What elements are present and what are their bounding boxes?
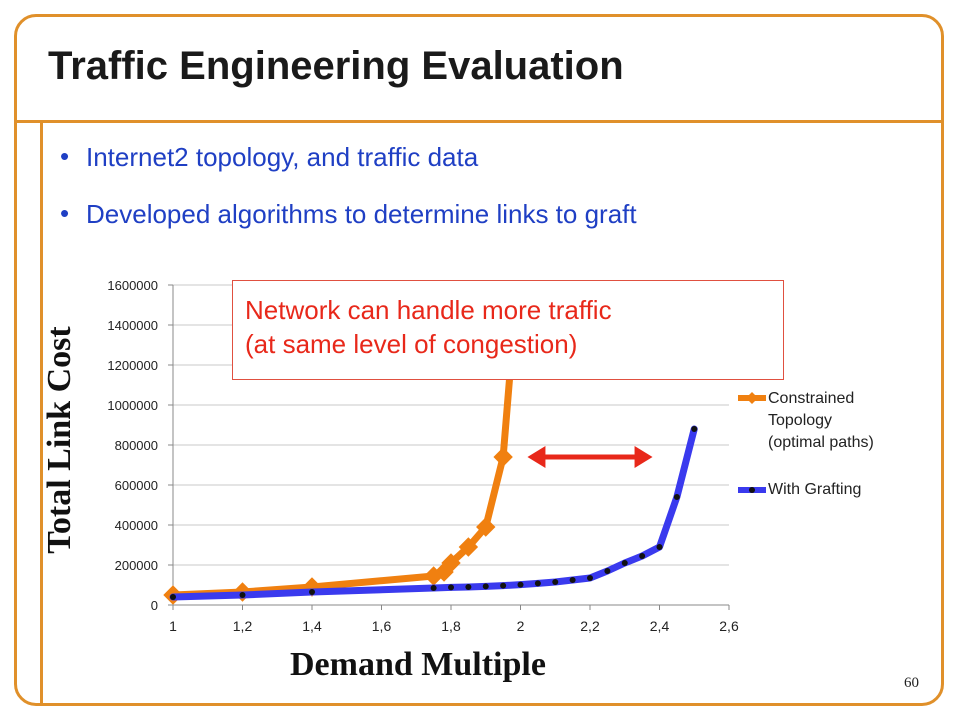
- legend-label-grafting: With Grafting: [768, 479, 861, 501]
- legend-swatch-marker: [746, 392, 758, 404]
- data-point-diamond: [476, 517, 496, 537]
- data-point-dot: [569, 577, 576, 583]
- arrow-head-right: [634, 446, 653, 468]
- data-point-dot: [170, 594, 176, 600]
- y-tick-label: 0: [151, 598, 158, 613]
- chart-legend: [738, 392, 766, 493]
- callout-box: Network can handle more traffic (at same…: [232, 280, 784, 380]
- bullet-text: Developed algorithms to determine links …: [86, 199, 637, 229]
- data-point-dot: [534, 580, 541, 587]
- data-point-dot: [517, 581, 524, 588]
- data-point-dot: [465, 584, 472, 590]
- data-point-dot: [587, 575, 593, 581]
- data-point-dot: [430, 585, 437, 591]
- x-tick-label: 2,6: [719, 618, 739, 634]
- chart-series: [163, 236, 698, 605]
- callout-line: Network can handle more traffic: [245, 295, 612, 325]
- data-point-dot: [500, 582, 507, 589]
- y-tick-label: 600000: [115, 478, 158, 493]
- y-axis-label: Total Link Cost: [41, 326, 78, 554]
- bullet-item: • Developed algorithms to determine links…: [58, 198, 637, 230]
- bullet-item: • Internet2 topology, and traffic data: [58, 141, 637, 173]
- data-point-dot: [448, 584, 454, 591]
- y-tick-label: 1200000: [107, 358, 158, 373]
- page-number: 60: [904, 675, 919, 691]
- bullet-dot-icon: •: [60, 198, 70, 228]
- title-divider: [14, 120, 944, 123]
- y-tick-label: 1600000: [107, 278, 158, 293]
- legend-line: (optimal paths): [768, 434, 874, 451]
- x-axis-label: Demand Multiple: [290, 646, 546, 683]
- data-point-dot: [656, 544, 663, 550]
- left-divider: [40, 123, 43, 703]
- slide-frame: [14, 14, 944, 706]
- data-point-diamond: [493, 447, 513, 467]
- x-tick-label: 2: [517, 618, 525, 634]
- bullet-text: Internet2 topology, and traffic data: [86, 142, 479, 172]
- x-tick-label: 1,8: [441, 618, 461, 634]
- x-tick-label: 1,4: [302, 618, 322, 634]
- callout-line: (at same level of congestion): [245, 329, 578, 359]
- series-grafting: [169, 425, 698, 601]
- legend-label-constrained: Constrained Topology (optimal paths): [768, 388, 874, 454]
- data-point-dot: [482, 583, 489, 590]
- x-tick-label: 2,2: [580, 618, 600, 634]
- legend-line: With Grafting: [768, 481, 862, 498]
- y-tick-label: 400000: [115, 518, 158, 533]
- chart-axes: 0 200000 400000 600000 800000 1000000 1200000 1…: [107, 278, 739, 634]
- data-point-diamond: [458, 537, 479, 557]
- y-tick-label: 200000: [115, 558, 158, 573]
- arrow-head-left: [527, 446, 546, 468]
- legend-swatch-marker: [749, 487, 755, 493]
- x-tick-label: 2,4: [650, 618, 670, 634]
- data-point-diamond: [512, 236, 530, 254]
- x-tick-label: 1,2: [233, 618, 253, 634]
- data-point-dot: [552, 579, 559, 585]
- data-point-dot: [604, 568, 611, 574]
- legend-line: Topology: [768, 412, 833, 429]
- data-point-dot: [621, 560, 628, 566]
- y-tick-label: 1000000: [107, 398, 158, 413]
- legend-line: Constrained: [768, 390, 855, 407]
- slide-title: Traffic Engineering Evaluation: [48, 44, 624, 88]
- y-tick-label: 800000: [115, 438, 158, 453]
- chart-annotation: [527, 446, 653, 468]
- x-tick-label: 1,6: [372, 618, 392, 634]
- y-tick-label: 1400000: [107, 318, 158, 333]
- bullet-list: • Internet2 topology, and traffic data • D…: [58, 141, 637, 256]
- x-tick-label: 1: [169, 618, 177, 634]
- data-point-dot: [691, 426, 698, 432]
- data-point-diamond: [441, 553, 461, 573]
- data-point-dot: [309, 589, 315, 595]
- bullet-dot-icon: •: [60, 141, 70, 171]
- data-point-dot: [673, 494, 680, 500]
- data-point-dot: [239, 592, 246, 598]
- data-point-dot: [639, 553, 646, 559]
